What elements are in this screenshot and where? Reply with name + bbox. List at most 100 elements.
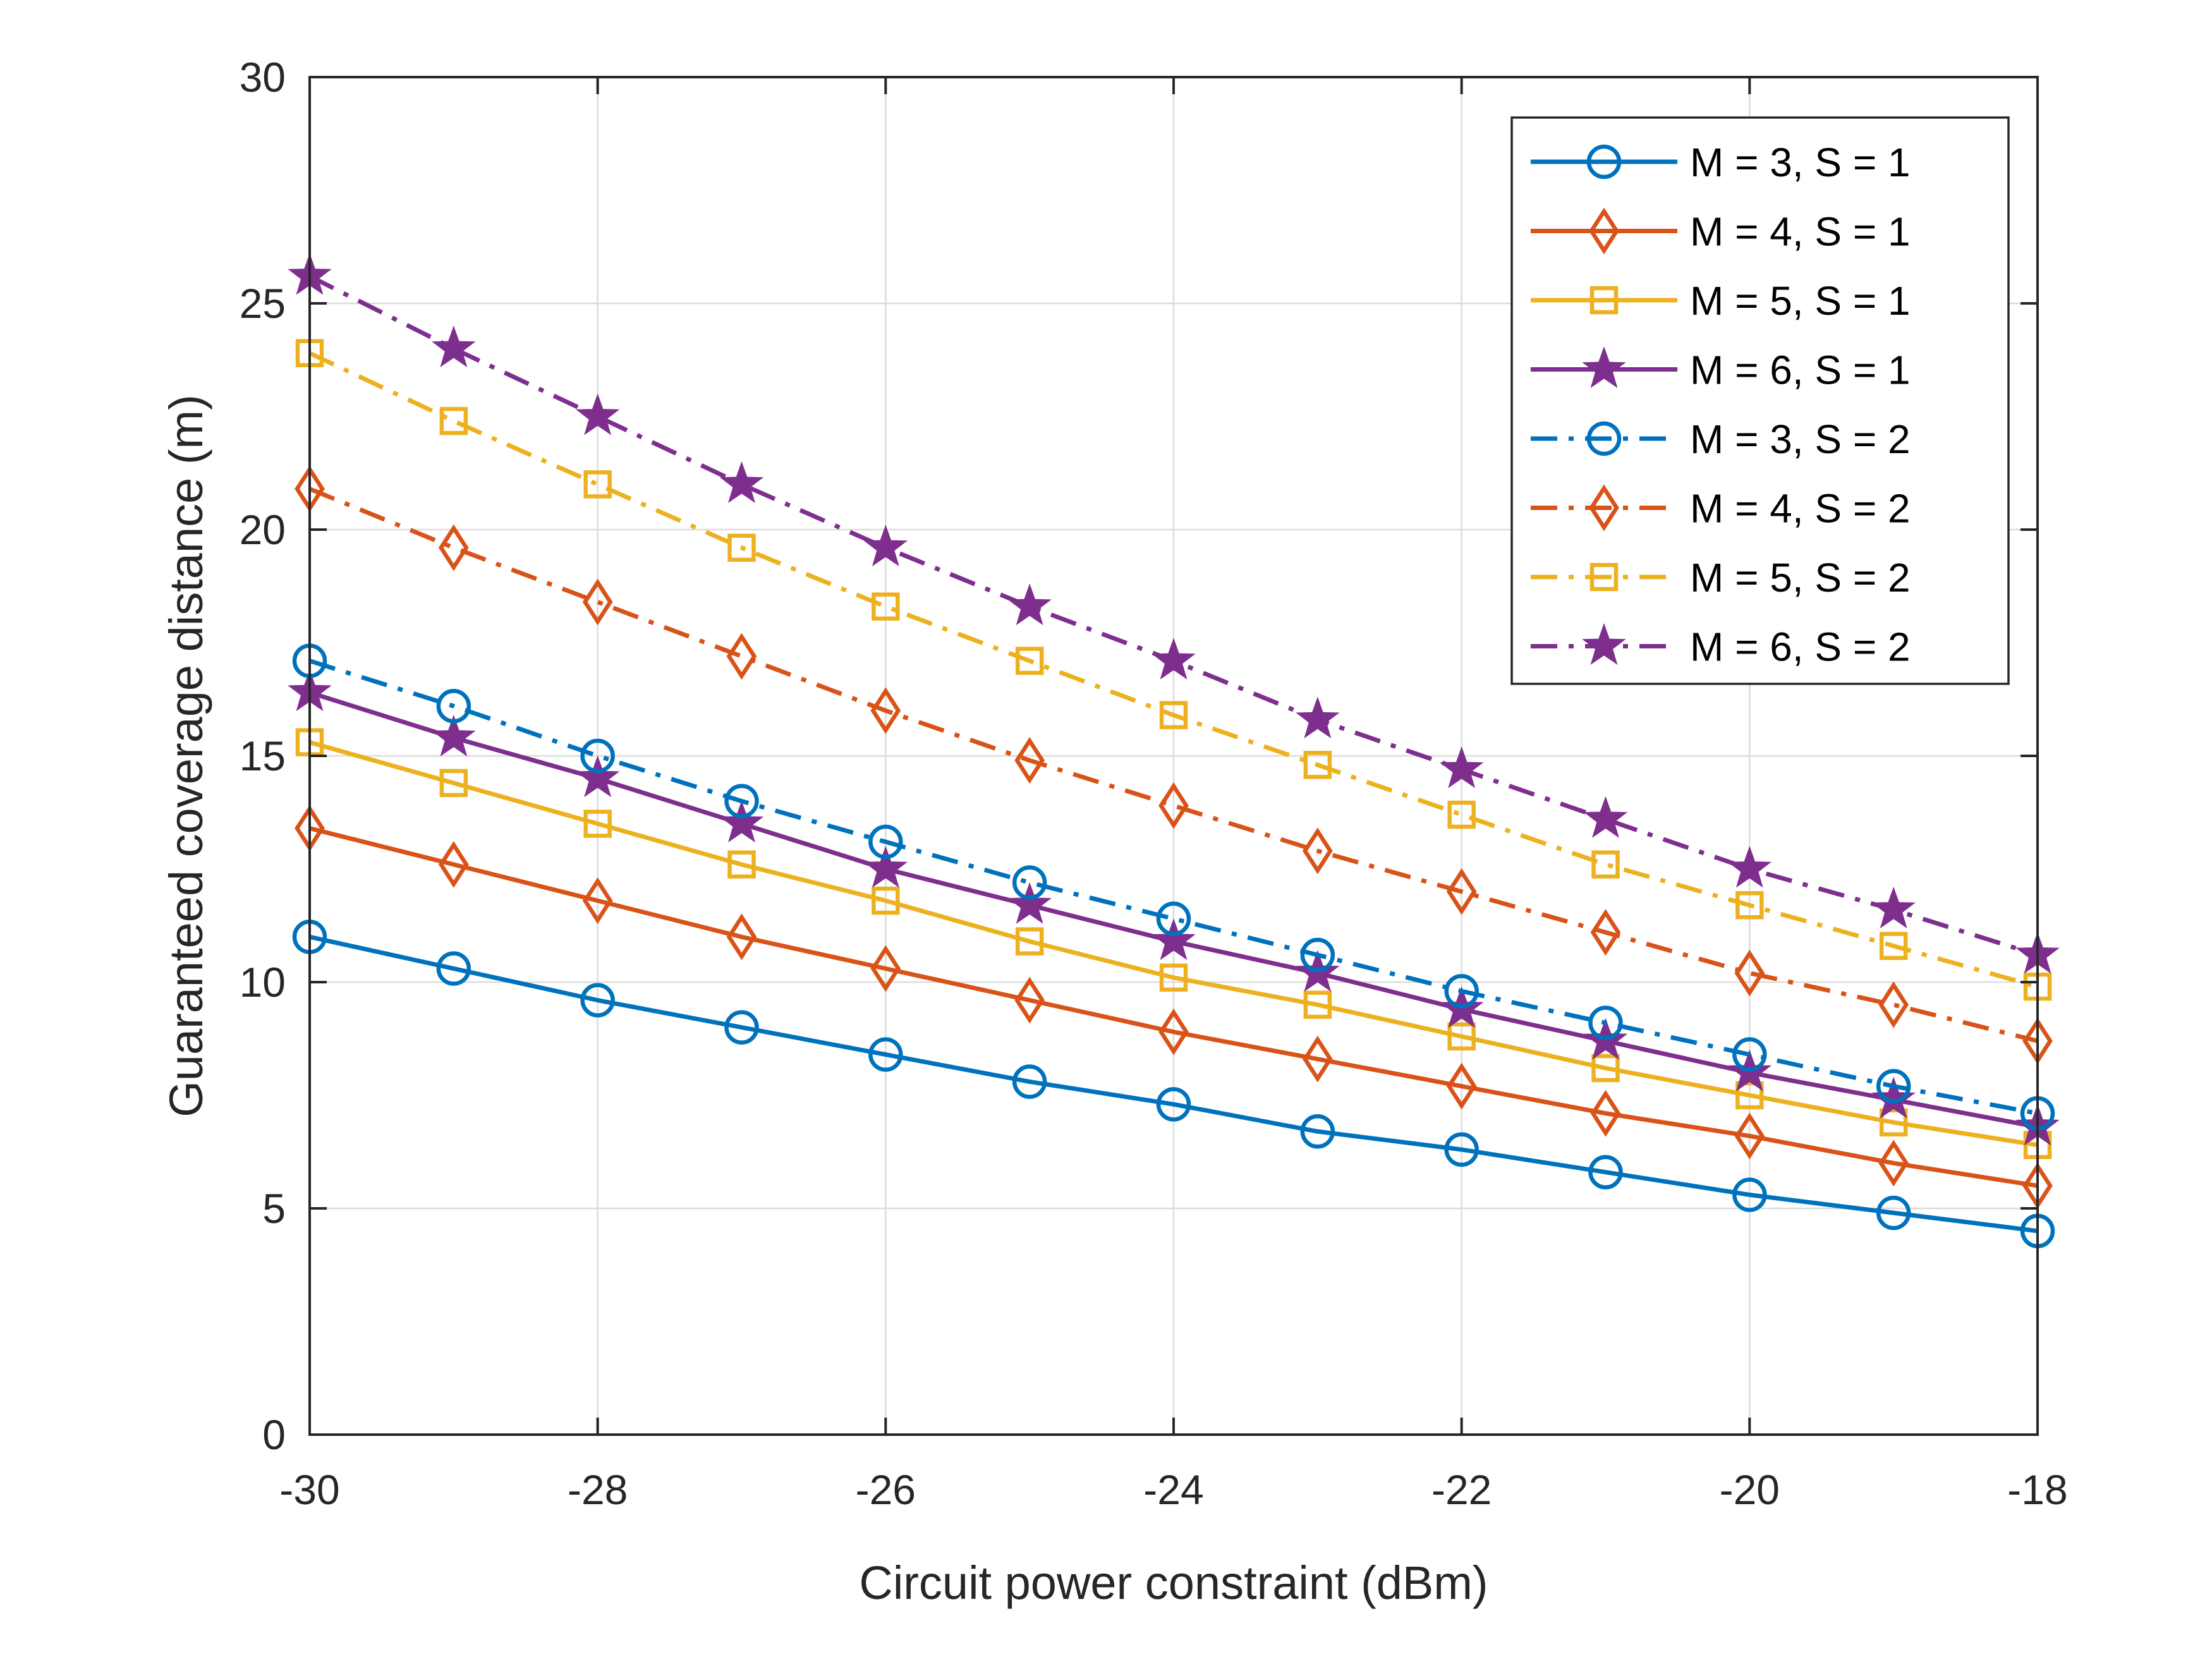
legend-label: M = 5, S = 1	[1690, 278, 1911, 324]
y-tick-label: 20	[240, 506, 286, 553]
data-point	[1302, 1035, 1333, 1083]
data-point	[1590, 909, 1621, 956]
x-tick-label: -28	[568, 1466, 628, 1513]
data-point	[575, 755, 620, 798]
data-point	[868, 1037, 903, 1072]
legend-marker	[1582, 346, 1626, 389]
legend-entry: M = 5, S = 2	[1531, 555, 1911, 600]
data-point	[1446, 1062, 1477, 1110]
data-point	[1158, 782, 1189, 829]
data-point	[727, 850, 756, 879]
data-point	[1156, 1087, 1191, 1122]
data-point	[580, 738, 615, 774]
legend-label: M = 6, S = 2	[1690, 624, 1911, 670]
data-point	[1732, 1177, 1767, 1212]
legend-marker	[1586, 144, 1622, 179]
x-tick-label: -20	[1720, 1466, 1780, 1513]
data-point	[436, 951, 471, 986]
y-tick-label: 30	[240, 54, 286, 100]
data-point	[1876, 1195, 1911, 1231]
data-point	[1732, 1037, 1767, 1072]
x-tick-label: -24	[1143, 1466, 1203, 1513]
data-point	[580, 983, 615, 1018]
data-point	[583, 810, 612, 838]
data-point	[872, 886, 900, 915]
data-point	[872, 592, 900, 621]
series-2	[295, 805, 2053, 1210]
legend-label: M = 5, S = 2	[1690, 555, 1911, 600]
data-point	[1007, 882, 1052, 924]
data-point	[1012, 865, 1047, 900]
data-point	[1878, 1139, 1909, 1187]
data-point	[1007, 583, 1052, 626]
data-point	[432, 325, 476, 368]
data-point	[1303, 751, 1332, 779]
data-point	[1300, 937, 1335, 973]
data-point	[1015, 647, 1044, 675]
data-point	[719, 461, 764, 503]
data-point	[1446, 868, 1477, 915]
y-tick-label: 10	[240, 959, 286, 1006]
data-point	[1735, 891, 1764, 920]
data-point	[870, 687, 901, 734]
data-point	[724, 784, 759, 818]
data-point	[1588, 1155, 1623, 1189]
series-line	[308, 659, 2038, 1116]
data-point	[863, 846, 908, 888]
series-7	[295, 339, 2052, 1001]
data-point	[1159, 701, 1188, 729]
y-axis-label: Guaranteed coverage distance (m)	[160, 394, 212, 1117]
legend-label: M = 4, S = 2	[1690, 486, 1911, 532]
legend-marker	[1589, 286, 1619, 315]
data-point	[1152, 638, 1196, 680]
data-point	[1014, 976, 1045, 1024]
data-point	[1588, 1006, 1623, 1040]
data-point	[1444, 974, 1479, 1009]
legend-entry: M = 6, S = 2	[1531, 623, 1911, 670]
data-point	[1296, 696, 1340, 739]
data-point	[1735, 1081, 1764, 1110]
x-axis-label: Circuit power constraint (dBm)	[859, 1557, 1488, 1609]
data-point	[1879, 932, 1908, 960]
data-point	[1159, 963, 1188, 992]
data-point	[1156, 901, 1191, 937]
data-point	[432, 714, 476, 757]
data-point	[1591, 1054, 1620, 1083]
series-line	[309, 740, 2038, 1148]
data-point	[1727, 846, 1772, 888]
data-point	[438, 524, 469, 571]
x-tick-label: -18	[2007, 1466, 2067, 1513]
series-line	[309, 934, 2038, 1234]
data-point	[1876, 1069, 1911, 1103]
legend-entry: M = 3, S = 2	[1531, 416, 1911, 462]
ticks: -30 -28 -26 -24 -22 -20 -18 0 5 10 15 20 25 30	[240, 54, 2068, 1513]
legend-entry: M = 4, S = 2	[1531, 484, 1911, 532]
series-line	[309, 826, 2038, 1188]
data-point	[1878, 981, 1909, 1028]
data-point	[1734, 1112, 1765, 1160]
data-point	[1447, 1022, 1476, 1051]
data-point	[1158, 1008, 1189, 1055]
y-tick-label: 5	[262, 1185, 286, 1232]
data-point	[726, 633, 757, 680]
data-point	[1015, 927, 1044, 956]
legend-label: M = 3, S = 1	[1690, 140, 1911, 185]
legend-marker	[1589, 207, 1619, 255]
x-tick-label: -30	[279, 1466, 339, 1513]
data-point	[1303, 990, 1332, 1019]
y-tick-label: 0	[262, 1411, 286, 1458]
data-point	[583, 470, 612, 499]
data-point	[575, 393, 620, 435]
data-point	[1152, 918, 1196, 961]
data-point	[1590, 1090, 1621, 1137]
series-line	[308, 351, 2038, 989]
data-point	[439, 769, 468, 798]
legend-label: M = 4, S = 1	[1690, 209, 1911, 255]
data-point	[436, 688, 471, 724]
data-point	[1439, 746, 1484, 788]
data-point	[1871, 886, 1916, 928]
data-point	[719, 800, 764, 842]
x-tick-label: -22	[1431, 1466, 1492, 1513]
data-point	[582, 578, 613, 626]
